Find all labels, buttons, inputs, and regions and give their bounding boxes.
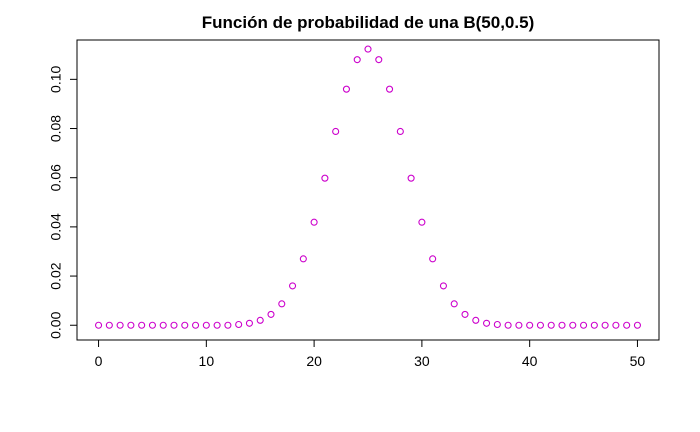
data-point <box>342 85 350 93</box>
data-point <box>461 310 469 318</box>
data-point <box>633 321 641 329</box>
y-tick-label: 0.08 <box>48 115 64 142</box>
data-point <box>138 321 146 329</box>
chart-title: Función de probabilidad de una B(50,0.5) <box>202 13 534 32</box>
x-tick-label: 0 <box>95 353 103 369</box>
x-tick-label: 20 <box>306 353 322 369</box>
data-point <box>192 321 200 329</box>
x-tick-label: 30 <box>414 353 430 369</box>
data-point <box>127 321 135 329</box>
data-point <box>493 320 501 329</box>
y-axis: 0.00 0.02 0.04 0.06 0.08 0.10 <box>48 66 78 339</box>
data-point <box>235 320 243 329</box>
data-point <box>580 321 588 329</box>
y-tick-label: 0.00 <box>48 311 64 338</box>
x-axis: 0 10 20 30 40 50 <box>95 339 646 369</box>
data-point <box>623 321 631 329</box>
x-tick-label: 50 <box>630 353 646 369</box>
data-point <box>267 310 275 318</box>
data-point <box>601 321 609 329</box>
y-tick-label: 0.02 <box>48 262 64 289</box>
y-tick-label: 0.10 <box>48 66 64 93</box>
data-point <box>418 218 426 226</box>
data-point <box>321 174 329 182</box>
data-point <box>375 56 383 64</box>
data-point <box>181 321 189 329</box>
data-point <box>612 321 620 329</box>
data-points <box>95 45 641 329</box>
data-point <box>148 321 156 329</box>
data-point <box>278 300 286 308</box>
data-point <box>116 321 124 329</box>
data-point <box>159 321 167 329</box>
data-point <box>224 321 232 329</box>
data-point <box>429 255 437 263</box>
data-point <box>396 127 404 136</box>
data-point <box>256 316 264 324</box>
data-point <box>353 56 361 64</box>
x-tick-label: 10 <box>199 353 215 369</box>
x-tick-label: 40 <box>522 353 538 369</box>
data-point <box>569 321 577 329</box>
data-point <box>515 321 523 329</box>
plot-area <box>76 39 660 341</box>
data-point <box>245 319 253 327</box>
data-point <box>170 321 178 329</box>
data-point <box>450 300 458 308</box>
data-point <box>364 45 372 53</box>
data-point <box>105 321 113 329</box>
data-point <box>332 127 340 136</box>
data-point <box>95 321 103 329</box>
y-tick-label: 0.04 <box>48 213 64 240</box>
data-point <box>504 321 512 329</box>
data-point <box>526 321 534 329</box>
data-point <box>547 321 555 329</box>
data-point <box>558 321 566 329</box>
data-point <box>472 316 480 324</box>
data-point <box>590 321 598 329</box>
data-point <box>536 321 544 329</box>
data-point <box>289 282 297 290</box>
data-point <box>310 218 318 226</box>
data-point <box>407 174 415 182</box>
data-point <box>386 85 394 93</box>
data-point <box>439 282 447 290</box>
data-point <box>483 319 491 327</box>
data-point <box>299 255 307 263</box>
data-point <box>213 321 221 329</box>
data-point <box>202 321 210 329</box>
y-tick-label: 0.06 <box>48 164 64 191</box>
